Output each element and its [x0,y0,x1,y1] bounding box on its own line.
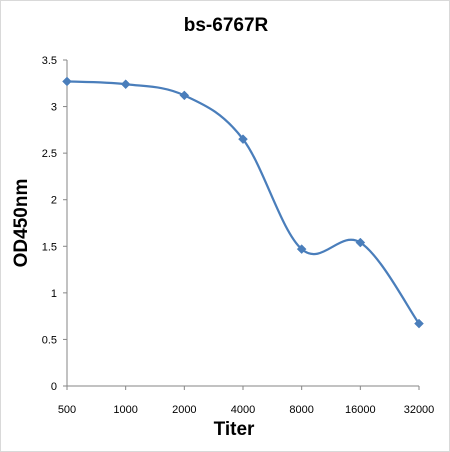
y-tick-label: 3.5 [42,55,57,67]
axes [63,59,420,390]
x-axis-title: Titer [214,419,255,440]
y-tick-label: 1.5 [42,241,57,253]
y-tick-label: 0 [51,381,57,393]
data-point-32000 [414,318,424,329]
data-point-2000 [179,90,190,101]
x-tick-label: 32000 [404,404,435,416]
chart-title: bs-6767R [184,15,269,36]
x-tick-label: 16000 [345,404,376,416]
data-markers [62,76,424,329]
y-tick-label: 2 [51,195,57,207]
x-tick-label: 500 [58,404,76,416]
y-tick-label: 1 [51,288,57,300]
data-point-500 [62,76,72,87]
data-point-16000 [355,237,366,248]
data-point-4000 [238,134,248,145]
x-tick-label: 1000 [113,404,137,416]
series-line [66,80,420,325]
data-point-8000 [296,244,307,254]
tick-labels: 0 0.5 1 1.5 2 2.5 3 3.5 500 1000 2000 4000 8000 16000… [42,55,435,416]
data-point-1000 [120,79,131,90]
x-tick-label: 4000 [231,404,255,416]
y-axis-title: OD450nm [11,179,32,268]
x-tick-label: 2000 [172,404,196,416]
y-tick-label: 0.5 [42,334,57,346]
x-tick-label: 8000 [289,404,313,416]
y-tick-label: 3 [51,102,57,114]
series-line-group [66,80,420,325]
y-tick-label: 2.5 [42,148,57,160]
